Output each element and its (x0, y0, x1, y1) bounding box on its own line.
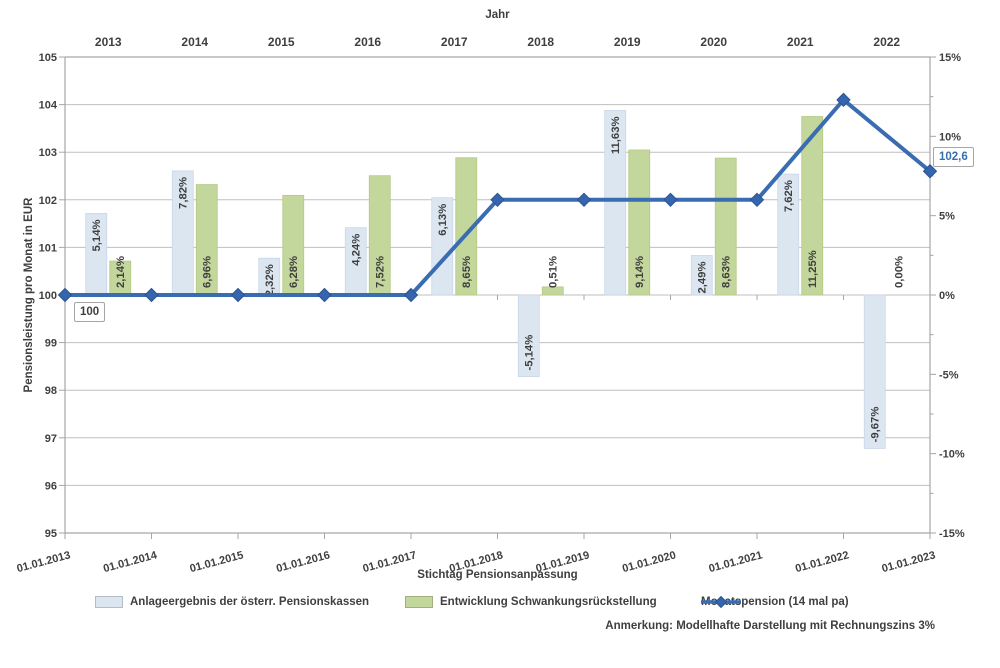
bar-label-anlageergebnis-2016: 4,24% (351, 234, 363, 266)
legend-item-monatspension: Monatspension (14 mal pa) (701, 596, 849, 608)
bar-schwankungsrueckstellung-2019 (628, 149, 651, 296)
line-marker-01.01.2020 (663, 192, 678, 208)
end-value-callout: 102,6 (933, 147, 974, 167)
bar-anlageergebnis-2022 (863, 294, 886, 449)
legend-swatch-schwankungsrueckstellung (405, 596, 433, 608)
year-label-2018: 2018 (527, 35, 554, 49)
year-label-2020: 2020 (700, 35, 727, 49)
start-value-callout: 100 (74, 302, 106, 322)
bar-label-anlageergebnis-2018: -5,14% (524, 335, 536, 371)
legend-line-diamond-icon (701, 596, 741, 608)
bar-label-schwankungsrueckstellung-2017: 8,65% (461, 256, 473, 288)
bar-anlageergebnis-2018 (517, 294, 540, 377)
left-tick-label: 98 (45, 385, 57, 397)
bar-label-schwankungsrueckstellung-2016: 7,52% (375, 256, 387, 288)
line-marker-01.01.2017 (403, 287, 419, 303)
left-axis-title: Pensionsleistung pro Monat in EUR (23, 197, 35, 393)
right-tick-label: -5% (939, 369, 959, 381)
bar-label-schwankungsrueckstellung-2013: 2,14% (115, 256, 127, 288)
year-label-2021: 2021 (787, 35, 814, 49)
bar-label-anlageergebnis-2019: 11,63% (610, 116, 622, 154)
date-label-01.01.2013: 01.01.2013 (15, 549, 71, 575)
bar-anlageergebnis-2020 (690, 255, 713, 296)
left-tick-label: 101 (39, 242, 57, 254)
top-axis-title: Jahr (485, 9, 510, 21)
left-tick-label: 100 (39, 290, 57, 302)
right-tick-label: -15% (939, 528, 965, 540)
bar-label-schwankungsrueckstellung-2018: 0,51% (548, 256, 560, 288)
line-marker-01.01.2021 (749, 192, 765, 208)
legend-label-schwankungsrueckstellung: Entwicklung Schwankungsrückstellung (440, 596, 657, 608)
bar-schwankungsrueckstellung-2021 (801, 116, 824, 296)
right-tick-label: 5% (939, 211, 955, 223)
bar-label-schwankungsrueckstellung-2019: 9,14% (634, 256, 646, 288)
line-marker-01.01.2023 (922, 164, 938, 179)
bar-schwankungsrueckstellung-2017 (455, 157, 478, 296)
left-tick-label: 105 (39, 52, 57, 64)
year-label-2019: 2019 (614, 35, 641, 49)
bar-label-anlageergebnis-2017: 6,13% (437, 204, 449, 236)
right-tick-label: 10% (939, 131, 961, 143)
bar-label-schwankungsrueckstellung-2020: 8,63% (721, 256, 733, 288)
year-label-2022: 2022 (873, 35, 900, 49)
left-tick-label: 95 (45, 528, 57, 540)
bar-label-schwankungsrueckstellung-2014: 6,96% (202, 256, 214, 288)
year-label-2016: 2016 (354, 35, 381, 49)
bar-label-anlageergebnis-2022: -9,67% (870, 407, 882, 443)
legend-diamond-icon (714, 596, 728, 608)
footnote: Anmerkung: Modellhafte Darstellung mit R… (605, 620, 935, 632)
bar-label-schwankungsrueckstellung-2022: 0,00% (894, 256, 906, 288)
year-label-2017: 2017 (441, 35, 468, 49)
left-tick-label: 103 (39, 147, 57, 159)
year-label-2014: 2014 (181, 35, 208, 49)
right-tick-label: 0% (939, 290, 955, 302)
bar-schwankungsrueckstellung-2020 (714, 157, 737, 296)
bar-label-anlageergebnis-2020: 2,49% (697, 261, 709, 293)
line-marker-01.01.2014 (144, 287, 159, 303)
left-tick-label: 104 (39, 100, 58, 112)
left-tick-label: 102 (39, 195, 57, 207)
left-tick-label: 96 (45, 480, 57, 492)
bottom-axis-title: Stichtag Pensionsanpassung (417, 569, 578, 581)
bar-anlageergebnis-2019 (604, 110, 627, 296)
legend-item-anlageergebnis: Anlageergebnis der österr. Pensionskasse… (95, 596, 369, 608)
legend-item-schwankungsrueckstellung: Entwicklung Schwankungsrückstellung (405, 596, 657, 608)
right-tick-label: 15% (939, 52, 961, 64)
legend-label-monatspension: Monatspension (14 mal pa) (701, 596, 849, 608)
line-marker-01.01.2016 (317, 287, 332, 303)
line-marker-01.01.2015 (230, 287, 246, 303)
line-marker-01.01.2018 (490, 192, 505, 208)
bar-schwankungsrueckstellung-2018 (541, 286, 564, 296)
line-marker-01.01.2019 (576, 192, 592, 208)
bar-label-schwankungsrueckstellung-2015: 6,28% (288, 256, 300, 288)
bar-label-anlageergebnis-2021: 7,62% (783, 180, 795, 212)
bar-label-anlageergebnis-2013: 5,14% (91, 219, 103, 251)
left-tick-label: 99 (45, 338, 57, 350)
right-tick-label: -10% (939, 449, 965, 461)
line-marker-01.01.2013 (57, 287, 73, 303)
bar-label-schwankungsrueckstellung-2021: 11,25% (807, 250, 819, 288)
line-marker-01.01.2022 (836, 92, 851, 108)
legend-swatch-anlageergebnis (95, 596, 123, 608)
bar-label-anlageergebnis-2015: 2,32% (264, 264, 276, 296)
bar-anlageergebnis-2021 (777, 173, 800, 296)
legend-label-anlageergebnis: Anlageergebnis der österr. Pensionskasse… (130, 596, 370, 608)
bar-label-anlageergebnis-2014: 7,82% (178, 177, 190, 209)
year-label-2015: 2015 (268, 35, 295, 49)
year-label-2013: 2013 (95, 35, 122, 49)
left-tick-label: 97 (45, 433, 57, 445)
